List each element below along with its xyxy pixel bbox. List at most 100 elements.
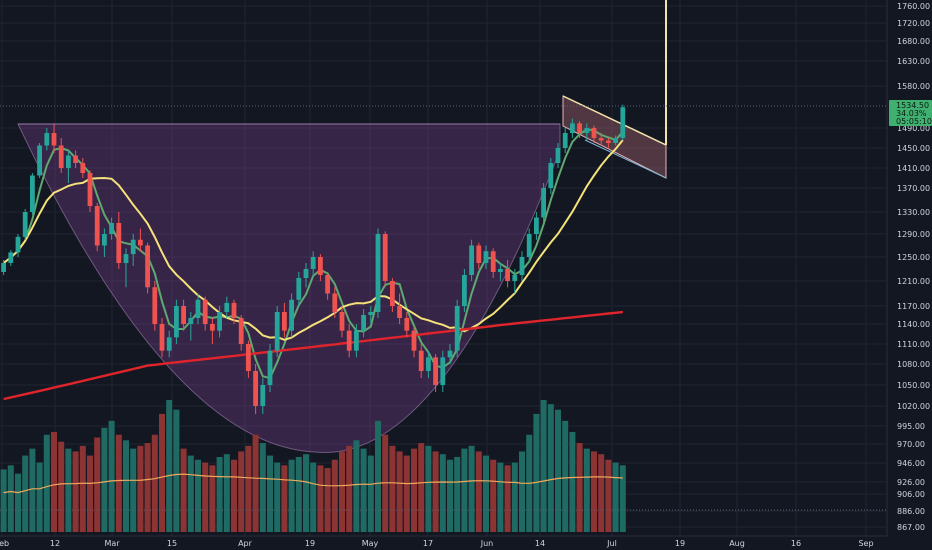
volume-bar [360,448,367,532]
candle-body [138,239,143,246]
volume-bar [367,455,374,532]
candle-body [404,318,410,331]
candle-body [166,337,172,351]
volume-bar [540,400,547,532]
moving-average-long [3,310,623,401]
volume-bar [576,443,583,532]
volume-bar [324,468,331,532]
candle-body [318,257,323,275]
flag-top-line [562,95,667,146]
x-tick-label: 15 [167,539,177,548]
volume-bar [504,465,511,532]
overlays [0,0,887,511]
candle-body [426,357,431,371]
candle-body [397,306,402,318]
candle-body [346,330,352,351]
volume-bar [137,445,144,532]
volume-bar [468,445,475,532]
volume-bar [144,443,151,532]
volume-bar [288,459,295,532]
candle-body [469,245,474,275]
volume-bar [159,413,165,532]
candle-body [231,302,237,318]
candle-body [354,330,359,351]
price-tag-line: 1534.50 [896,101,929,110]
volume-bar [317,465,324,532]
volume-bar [173,409,180,532]
volume-bar [87,455,93,532]
candle-body [159,324,165,351]
volume-bar [310,462,317,532]
candle-body [44,133,50,146]
volume-bar [195,459,201,532]
volume-bar [303,454,309,532]
y-tick-label: 1020.00 [897,402,930,411]
volume-bar [569,431,576,532]
candle-body [526,234,532,257]
volume-bar [555,409,561,532]
volume-bar [612,462,619,532]
candle-body [361,315,366,331]
x-tick-label: 14 [535,539,545,548]
y-tick-label: 995.00 [897,422,925,431]
volume-bar [22,455,29,532]
volume-bar [180,448,187,532]
candlesticks[interactable] [1,104,626,414]
y-tick-label: 1330.00 [897,208,930,217]
volume-bar [547,404,554,532]
x-tick-label: Apr [238,539,253,548]
moving-average-medium [3,139,624,341]
candle-body [22,212,28,237]
candle-body [512,275,518,281]
candle-body [310,257,316,269]
candle-body [490,251,496,272]
y-tick-label: 1680.00 [897,37,930,46]
x-tick-label: 16 [791,539,801,548]
y-tick-label: 1050.00 [897,381,930,390]
volume-bar [58,441,65,532]
candle-body [519,257,525,275]
volume-bar [65,448,72,532]
candle-body [30,175,35,212]
volume-bar [396,451,403,532]
volume-bar [375,420,381,532]
volume-bar [598,454,605,532]
y-tick-label: 926.00 [897,478,925,487]
volume-bar [108,420,115,532]
y-tick-label: 1490.00 [897,124,930,133]
candle-body [440,357,446,385]
candle-body [620,107,626,138]
volume-bar [267,455,273,532]
candle-body [238,318,244,344]
candle-body [411,330,417,351]
price-axis[interactable]: 1760.00 1720.00 1680.00 1630.00 1580.00 1490.… [897,2,930,532]
volume-bar [51,431,57,532]
candle-body [145,245,150,288]
y-tick-label: 1450.00 [897,144,930,153]
candle-body [454,306,460,351]
candle-body [188,318,194,324]
pattern-drawings [17,95,667,453]
time-axis[interactable]: Feb 12 Mar 15 Apr 19 May 17 Jun 14 Jul 19 Aug 16 Sep [0,539,874,548]
y-tick-label: 946.00 [897,459,925,468]
volume-bar [36,462,43,532]
candle-body [8,252,14,263]
price-tag-line: 05:05:10 [896,117,932,126]
candle-body [433,357,438,385]
y-tick-label: 1080.00 [897,360,930,369]
candle-body [303,269,309,278]
price-tag-line: 34.03% [896,109,927,118]
volume-bar [454,456,461,532]
candle-body [94,206,100,246]
volume-bar [475,451,482,532]
candle-body [368,312,374,315]
candle-body [109,223,114,234]
volume-bar [7,465,14,532]
volume-bar [389,445,396,532]
volume-bar [166,400,173,532]
candle-body [332,293,338,312]
flag-bottom-line [584,139,667,179]
volume-bar [187,455,194,532]
